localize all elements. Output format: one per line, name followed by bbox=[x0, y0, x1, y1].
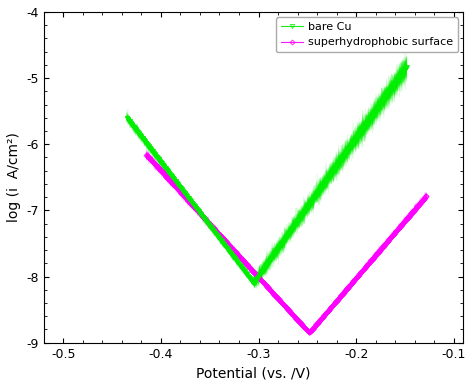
bare Cu bbox=[276, 245, 282, 250]
bare Cu bbox=[398, 73, 403, 78]
superhydrophobic surface bbox=[144, 152, 149, 157]
superhydrophobic surface bbox=[270, 291, 276, 295]
bare Cu bbox=[251, 281, 256, 286]
superhydrophobic surface bbox=[309, 327, 315, 332]
superhydrophobic surface bbox=[423, 194, 429, 198]
superhydrophobic surface bbox=[193, 206, 199, 211]
Line: superhydrophobic surface: superhydrophobic surface bbox=[145, 153, 428, 334]
bare Cu bbox=[291, 224, 297, 228]
Y-axis label: log (i  A/cm²): log (i A/cm²) bbox=[7, 132, 21, 222]
superhydrophobic surface bbox=[355, 274, 360, 279]
bare Cu bbox=[257, 271, 263, 276]
Line: bare Cu: bare Cu bbox=[125, 65, 409, 285]
bare Cu bbox=[354, 135, 360, 140]
superhydrophobic surface bbox=[216, 231, 221, 236]
superhydrophobic surface bbox=[331, 302, 337, 307]
bare Cu bbox=[259, 269, 265, 274]
bare Cu bbox=[404, 65, 410, 69]
X-axis label: Potential (vs. /V): Potential (vs. /V) bbox=[196, 366, 311, 380]
superhydrophobic surface bbox=[307, 330, 312, 335]
bare Cu bbox=[124, 115, 130, 120]
Legend: bare Cu, superhydrophobic surface: bare Cu, superhydrophobic surface bbox=[276, 17, 458, 52]
